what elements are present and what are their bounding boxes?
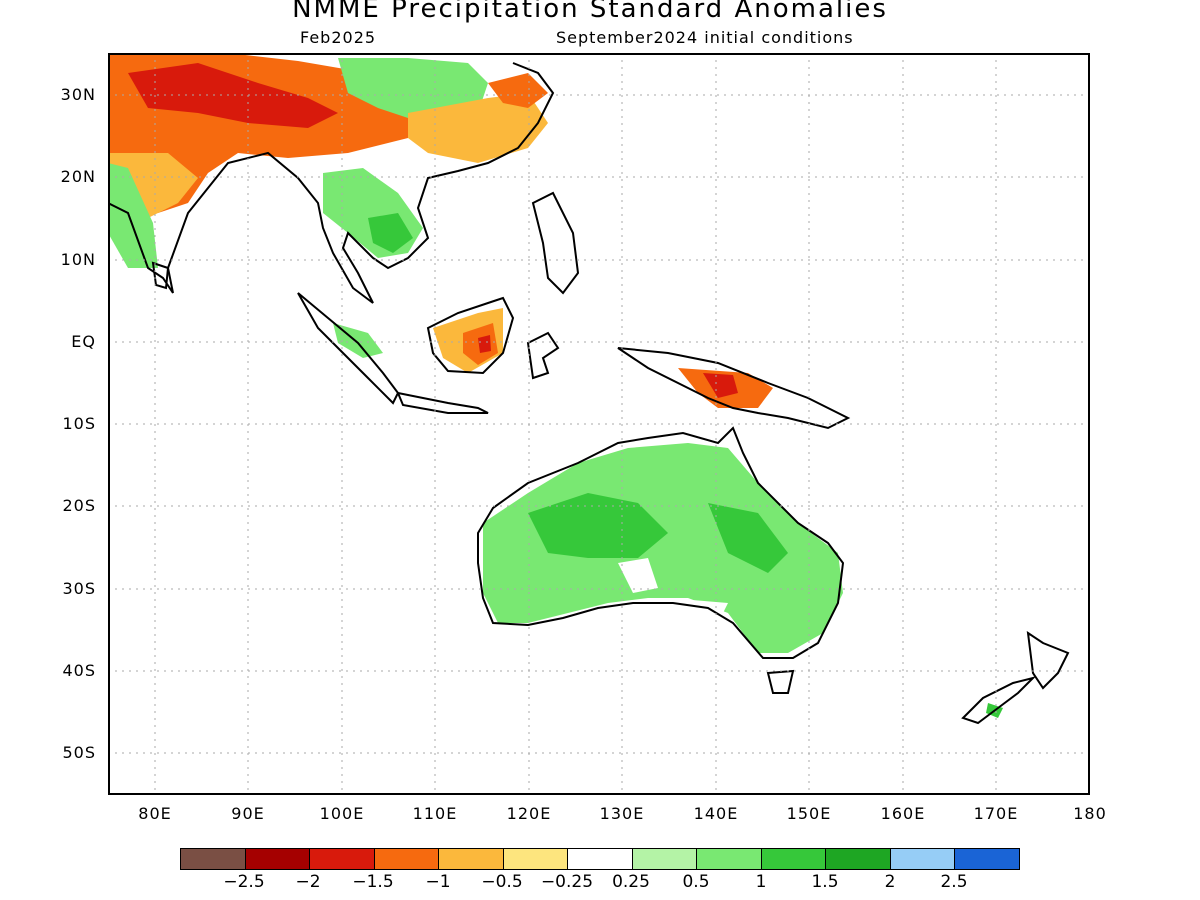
colorbar-label: 2 (884, 872, 896, 892)
anomaly-china-orange (408, 93, 548, 163)
lat-label-20n: 20N (60, 167, 96, 186)
anomaly-borneo-red (478, 335, 491, 353)
lat-label-40s: 40S (62, 661, 96, 680)
anomaly-newguinea-red (703, 373, 738, 398)
map-panel (108, 53, 1090, 795)
lon-label-120e: 120E (506, 804, 552, 823)
coast-nz-south (961, 676, 1037, 725)
coast-philippines (531, 191, 580, 295)
lon-label-100e: 100E (319, 804, 365, 823)
lon-label-130e: 130E (599, 804, 645, 823)
anomaly-china-red (488, 73, 548, 108)
colorbar-label: 2.5 (940, 872, 968, 892)
colorbar-swatch (568, 849, 633, 869)
colorbar-label: −2.5 (223, 872, 265, 892)
anomaly-india-green (108, 163, 158, 268)
colorbar-swatch (181, 849, 246, 869)
map-border (108, 53, 1090, 795)
lat-label-30n: 30N (60, 85, 96, 104)
colorbar-label: 1.5 (811, 872, 839, 892)
colorbar-swatch (890, 849, 956, 869)
lon-label-90e: 90E (231, 804, 265, 823)
colorbar-swatch (697, 849, 762, 869)
anomaly-australia (483, 443, 843, 653)
lon-label-110e: 110E (412, 804, 458, 823)
colorbar-label: −1 (425, 872, 451, 892)
colorbar-label: −1.5 (352, 872, 394, 892)
colorbar-label: −2 (295, 872, 321, 892)
coast-tasmania (766, 669, 795, 694)
colorbar-label: 0.25 (612, 872, 650, 892)
map-grid (108, 53, 1090, 795)
lat-label-20s: 20S (62, 496, 96, 515)
coastlines (108, 62, 1070, 725)
anomaly-australia-dark (528, 493, 668, 558)
coast-borneo (426, 296, 515, 375)
anomaly-australia-dark2 (708, 503, 788, 573)
anomaly-fields (108, 53, 1003, 718)
lon-label-140e: 140E (693, 804, 739, 823)
colorbar-swatch (761, 849, 827, 869)
lat-label-10n: 10N (60, 250, 96, 269)
lon-label-150e: 150E (786, 804, 832, 823)
colorbar-swatch (245, 849, 311, 869)
colorbar-swatch (374, 849, 440, 869)
coast-sumatra (297, 292, 400, 405)
colorbar-swatch (310, 849, 375, 869)
lon-label-160e: 160E (880, 804, 926, 823)
colorbar-swatch (503, 849, 569, 869)
colorbar-swatch (955, 849, 1019, 869)
colorbar-label: −0.25 (540, 872, 594, 892)
lat-label-eq: EQ (71, 332, 96, 351)
colorbar-label: 1 (755, 872, 767, 892)
coast-nz-north (1026, 630, 1070, 690)
chart-title: NMME Precipitation Standard Anomalies (292, 0, 888, 24)
coast-newguinea (617, 347, 851, 430)
anomaly-australia-white2 (668, 598, 728, 643)
lon-label-80e: 80E (138, 804, 172, 823)
coast-java (396, 391, 489, 414)
lon-label-180: 180 (1073, 804, 1107, 823)
colorbar-swatch (632, 849, 698, 869)
colorbar-swatch (826, 849, 891, 869)
coast-sulawesi (526, 331, 560, 380)
initial-conditions-label: September2024 initial conditions (556, 28, 854, 47)
colorbar (180, 848, 1020, 870)
colorbar-label: 0.5 (682, 872, 710, 892)
anomaly-australia-white (618, 558, 658, 593)
anomaly-tibet-core (128, 63, 338, 128)
lat-label-30s: 30S (62, 579, 96, 598)
coast-australia (477, 426, 845, 659)
anomaly-indochina-dark (368, 213, 413, 253)
lon-label-170e: 170E (973, 804, 1019, 823)
colorbar-swatch (439, 849, 504, 869)
valid-month-label: Feb2025 (300, 28, 377, 47)
lat-label-50s: 50S (62, 743, 96, 762)
lat-label-10s: 10S (62, 414, 96, 433)
colorbar-label: −0.5 (481, 872, 523, 892)
